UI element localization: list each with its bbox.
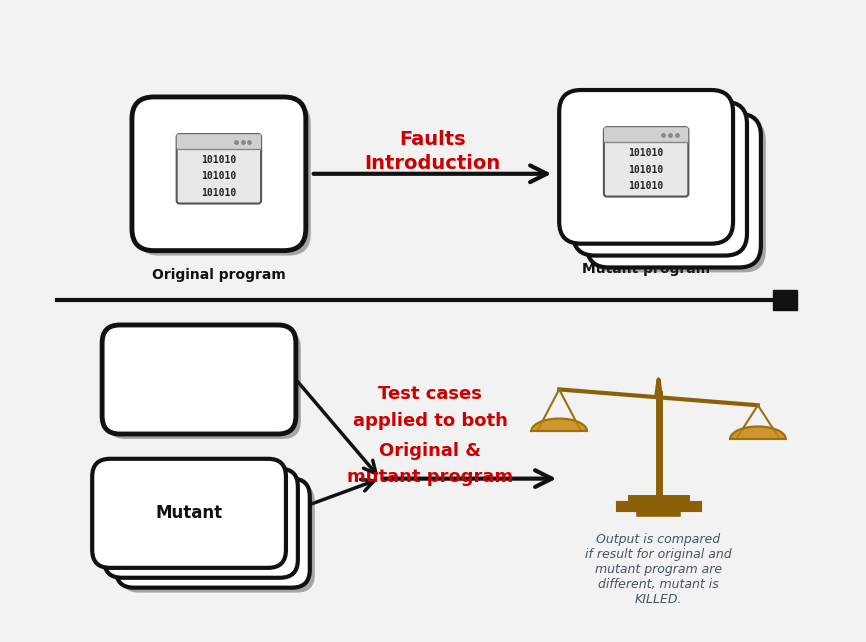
FancyBboxPatch shape xyxy=(104,469,298,578)
FancyBboxPatch shape xyxy=(177,134,262,204)
FancyBboxPatch shape xyxy=(132,97,306,250)
Text: 101010: 101010 xyxy=(201,171,236,182)
FancyBboxPatch shape xyxy=(92,459,286,568)
Text: Mutant program: Mutant program xyxy=(582,261,710,275)
FancyBboxPatch shape xyxy=(107,330,301,439)
FancyBboxPatch shape xyxy=(559,90,733,244)
Text: applied to both: applied to both xyxy=(352,412,507,430)
FancyBboxPatch shape xyxy=(592,119,766,272)
FancyBboxPatch shape xyxy=(604,127,688,143)
FancyBboxPatch shape xyxy=(177,134,262,150)
Polygon shape xyxy=(532,419,587,431)
Text: Original: Original xyxy=(162,370,236,388)
Text: Mutant: Mutant xyxy=(156,505,223,523)
Text: 101010: 101010 xyxy=(629,164,663,175)
FancyBboxPatch shape xyxy=(604,127,688,196)
Text: mutant program: mutant program xyxy=(347,467,513,485)
Text: 101010: 101010 xyxy=(629,181,663,191)
Polygon shape xyxy=(730,426,785,439)
Text: Output is compared
if result for original and
mutant program are
different, muta: Output is compared if result for origina… xyxy=(585,533,732,606)
Text: Original program: Original program xyxy=(152,268,286,282)
FancyBboxPatch shape xyxy=(137,102,311,256)
Text: Faults: Faults xyxy=(399,130,466,148)
Text: 101010: 101010 xyxy=(629,148,663,158)
Text: Test cases: Test cases xyxy=(378,385,482,403)
Text: 101010: 101010 xyxy=(201,155,236,165)
Text: 101010: 101010 xyxy=(201,188,236,198)
FancyBboxPatch shape xyxy=(116,479,310,587)
Text: Original &: Original & xyxy=(379,442,481,460)
FancyBboxPatch shape xyxy=(121,483,314,593)
Text: Introduction: Introduction xyxy=(365,154,501,173)
FancyBboxPatch shape xyxy=(573,102,747,256)
FancyBboxPatch shape xyxy=(587,114,761,268)
FancyBboxPatch shape xyxy=(102,325,296,434)
Bar xyxy=(772,290,797,310)
